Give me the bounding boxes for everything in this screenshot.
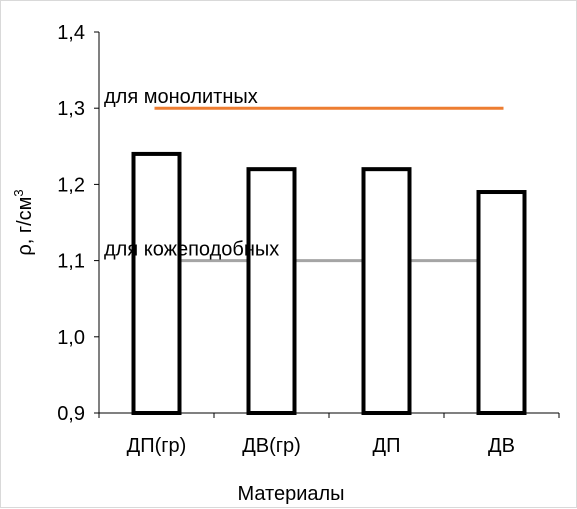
x-tick-label: ДВ bbox=[488, 435, 515, 457]
bars bbox=[131, 151, 527, 415]
x-tick-label: ДП bbox=[373, 435, 401, 457]
y-tick-label: 1,4 bbox=[57, 22, 85, 44]
reference-line-label: для кожеподобных bbox=[104, 239, 279, 261]
x-tick-labels: ДП(гр) ДВ(гр) ДП ДВ bbox=[98, 413, 560, 457]
bar bbox=[476, 190, 527, 415]
y-tick-label: 1,1 bbox=[57, 251, 85, 273]
y-tick-label: 1,2 bbox=[57, 174, 85, 196]
x-tick-label: ДП(гр) bbox=[127, 435, 187, 457]
reference-line-label: для монолитных bbox=[104, 86, 258, 108]
bar bbox=[246, 167, 297, 415]
bar bbox=[361, 167, 412, 415]
bar bbox=[131, 151, 182, 415]
y-tick-labels: 0,9 1,0 1,1 1,2 1,3 1,4 bbox=[57, 22, 99, 425]
y-axis-title: ρ, г/см3 bbox=[11, 189, 36, 255]
y-tick-label: 1,3 bbox=[57, 98, 85, 120]
reference-labels: для монолитных для кожеподобных bbox=[104, 86, 279, 260]
reference-lines bbox=[154, 106, 504, 263]
y-axis-title-superscript: 3 bbox=[11, 189, 26, 196]
x-axis-title: Материалы bbox=[237, 483, 344, 505]
y-tick-label: 0,9 bbox=[57, 403, 85, 425]
y-axis-title-main: ρ, г/см bbox=[14, 197, 36, 256]
y-tick-label: 1,0 bbox=[57, 327, 85, 349]
x-tick-label: ДВ(гр) bbox=[242, 435, 301, 457]
